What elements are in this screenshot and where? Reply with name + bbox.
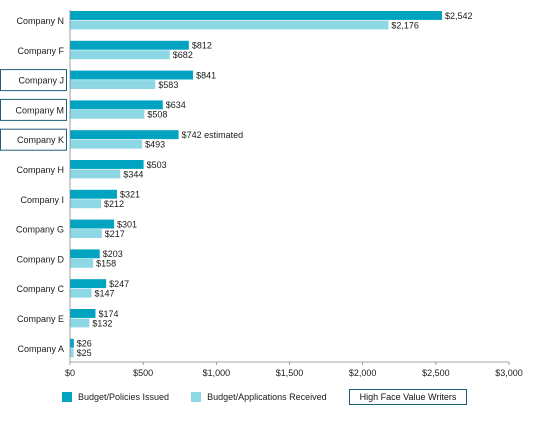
legend-label-policies: Budget/Policies Issued <box>78 392 170 402</box>
bar-applications-company-i <box>70 199 102 209</box>
bar-policies-company-i <box>70 189 117 199</box>
bar-applications-company-n <box>70 20 389 30</box>
legend-item-policies: Budget/Policies Issued <box>62 392 169 402</box>
data-label-applications-company-k: $493 <box>145 140 165 150</box>
data-label-policies-company-m: $634 <box>166 100 186 110</box>
bar-applications-company-e <box>70 318 90 328</box>
category-label-company-c: Company C <box>16 284 64 294</box>
data-label-applications-company-d: $158 <box>96 259 116 269</box>
category-label-company-f: Company F <box>17 46 64 56</box>
data-label-applications-company-f: $682 <box>173 50 193 60</box>
category-label-company-m: Company M <box>15 105 64 115</box>
data-label-policies-company-c: $247 <box>109 279 129 289</box>
category-label-company-n: Company N <box>16 16 64 26</box>
category-highlight-company-m <box>0 98 67 121</box>
bar-policies-company-f <box>70 40 189 50</box>
bar-applications-company-a <box>70 348 74 358</box>
legend: Budget/Policies Issued Budget/Applicatio… <box>62 389 468 405</box>
bar-policies-company-e <box>70 309 96 318</box>
data-label-applications-company-i: $212 <box>104 199 124 209</box>
bar-applications-company-f <box>70 50 170 60</box>
data-label-applications-company-a: $25 <box>77 348 92 358</box>
bar-policies-company-c <box>70 279 107 289</box>
category-label-company-i: Company I <box>20 195 64 205</box>
data-label-policies-company-e: $174 <box>98 309 118 319</box>
category-label-company-g: Company G <box>16 225 64 235</box>
category-label-company-j: Company J <box>18 76 64 86</box>
data-label-policies-company-i: $321 <box>120 190 140 200</box>
bar-policies-company-j <box>70 70 194 80</box>
data-label-applications-company-c: $147 <box>95 289 115 299</box>
bar-applications-company-j <box>70 80 156 89</box>
data-label-applications-company-h: $344 <box>123 169 143 179</box>
data-label-policies-company-f: $812 <box>192 41 212 51</box>
x-tick-label-2000: $2,000 <box>349 368 377 378</box>
data-label-policies-company-g: $301 <box>117 219 137 229</box>
x-tick-label-1500: $1,500 <box>276 368 304 378</box>
category-label-company-h: Company H <box>16 165 64 175</box>
high-face-value-legend-box: High Face Value Writers <box>348 389 468 405</box>
category-highlight-company-j <box>0 69 67 92</box>
data-label-applications-company-j: $583 <box>158 80 178 90</box>
x-tick-label-0: $0 <box>65 368 75 378</box>
bar-policies-company-a <box>70 338 74 348</box>
bar-policies-company-n <box>70 11 442 20</box>
bar-applications-company-d <box>70 258 94 268</box>
category-highlight-company-k <box>0 128 67 151</box>
category-label-company-e: Company E <box>17 314 64 324</box>
x-tick-label-1000: $1,000 <box>203 368 231 378</box>
data-label-applications-company-m: $508 <box>147 110 167 120</box>
data-label-policies-company-k: $742 estimated <box>182 130 244 140</box>
bar-applications-company-c <box>70 288 92 298</box>
data-label-policies-company-d: $203 <box>103 249 123 259</box>
data-label-policies-company-j: $841 <box>196 70 216 80</box>
data-label-policies-company-a: $26 <box>77 339 92 349</box>
legend-swatch-applications <box>191 392 202 402</box>
legend-swatch-policies <box>62 392 72 402</box>
bar-policies-company-d <box>70 249 100 259</box>
category-label-company-a: Company A <box>17 344 64 354</box>
category-label-company-k: Company K <box>17 135 64 145</box>
bar-applications-company-g <box>70 229 102 238</box>
bar-applications-company-k <box>70 139 143 149</box>
bar-applications-company-h <box>70 169 121 179</box>
bar-policies-company-k <box>70 130 179 140</box>
x-tick-label-2500: $2,500 <box>422 368 450 378</box>
data-label-applications-company-n: $2,176 <box>391 20 419 30</box>
bar-policies-company-h <box>70 160 144 169</box>
legend-item-applications: Budget/Applications Received <box>191 392 327 402</box>
bar-policies-company-m <box>70 100 163 110</box>
bar-policies-company-g <box>70 219 115 229</box>
data-label-policies-company-n: $2,542 <box>445 11 473 21</box>
data-label-policies-company-h: $503 <box>147 160 167 170</box>
legend-label-applications: Budget/Applications Received <box>207 392 327 402</box>
data-label-applications-company-g: $217 <box>105 229 125 239</box>
x-tick-label-3000: $3,000 <box>495 368 523 378</box>
category-label-company-d: Company D <box>16 254 64 264</box>
x-tick-label-500: $500 <box>133 368 153 378</box>
data-label-applications-company-e: $132 <box>92 318 112 328</box>
bar-applications-company-m <box>70 109 145 119</box>
